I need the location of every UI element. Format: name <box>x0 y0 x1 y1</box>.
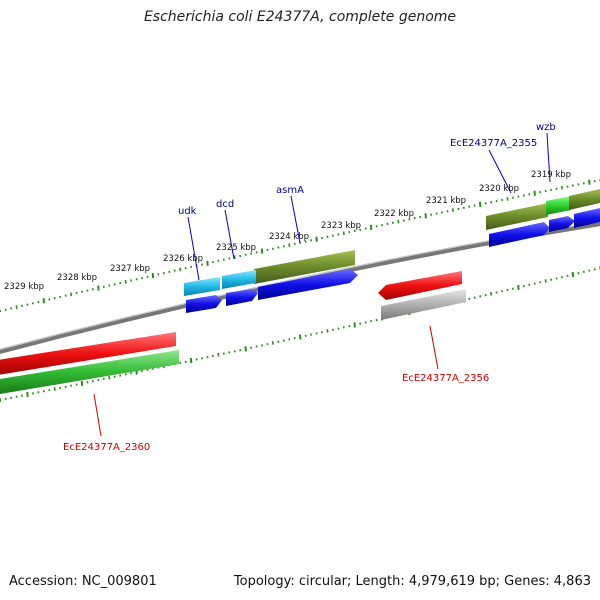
gene-block-2356-cog[interactable] <box>381 289 466 320</box>
gene-arrow-udk[interactable] <box>186 295 222 313</box>
gene-label-ec2356[interactable]: EcE24377A_2356 <box>402 373 489 384</box>
scale-label: 2323 kbp <box>321 221 361 231</box>
gene-arrow-2360[interactable] <box>0 332 176 375</box>
gene-arrow-asmA[interactable] <box>258 269 358 300</box>
gene-block-2355-cog[interactable] <box>486 203 548 230</box>
genome-title: Escherichia coli E24377A, complete genom… <box>143 9 457 25</box>
gene-arrow-dcd[interactable] <box>226 289 258 306</box>
scale-label: 2329 kbp <box>4 282 44 292</box>
scale-label: 2324 kbp <box>269 232 309 242</box>
gene-block-2360-cog[interactable] <box>0 350 179 394</box>
gene-block-next-cog[interactable] <box>569 189 600 210</box>
label-leaders <box>93 132 551 437</box>
scale-label: 2320 kbp <box>479 184 519 194</box>
scale-label: 2326 kbp <box>163 254 203 264</box>
gene-arrow-wzb[interactable] <box>549 216 575 232</box>
scale-label: 2322 kbp <box>374 209 414 219</box>
scale-label: 2327 kbp <box>110 264 150 274</box>
gene-label-ec2360[interactable]: EcE24377A_2360 <box>63 442 150 453</box>
gene-label-wzb[interactable]: wzb <box>536 122 556 133</box>
gene-label-dcd[interactable]: dcd <box>216 199 234 210</box>
scale-label: 2319 kbp <box>531 170 571 180</box>
gene-arrow-next[interactable] <box>574 208 600 228</box>
gene-label-ec2355[interactable]: EcE24377A_2355 <box>450 138 537 149</box>
gene-block-udk-cog[interactable] <box>184 277 220 296</box>
reverse-strand-genes <box>0 271 466 394</box>
gene-arrow-2356[interactable] <box>378 271 462 300</box>
scale-label: 2321 kbp <box>426 196 466 206</box>
topology-text: Topology: circular; Length: 4,979,619 bp… <box>233 574 591 589</box>
forward-strand-genes <box>184 189 600 313</box>
scale-label: 2325 kbp <box>216 243 256 253</box>
scale-label: 2328 kbp <box>57 273 97 283</box>
scale-labels: 2329 kbp 2328 kbp 2327 kbp 2326 kbp 2325… <box>4 170 571 292</box>
gene-block-wzb-cog[interactable] <box>546 196 571 215</box>
gene-label-asmA[interactable]: asmA <box>276 185 304 196</box>
gene-label-udk[interactable]: udk <box>178 206 197 217</box>
gene-block-dcd-cog[interactable] <box>222 270 256 289</box>
gene-arrow-2355[interactable] <box>489 222 550 247</box>
gene-labels: udk dcd asmA EcE24377A_2355 wzb EcE24377… <box>63 122 556 453</box>
gene-block-asmA-cog[interactable] <box>254 250 355 284</box>
accession-text: Accession: NC_009801 <box>9 574 157 589</box>
